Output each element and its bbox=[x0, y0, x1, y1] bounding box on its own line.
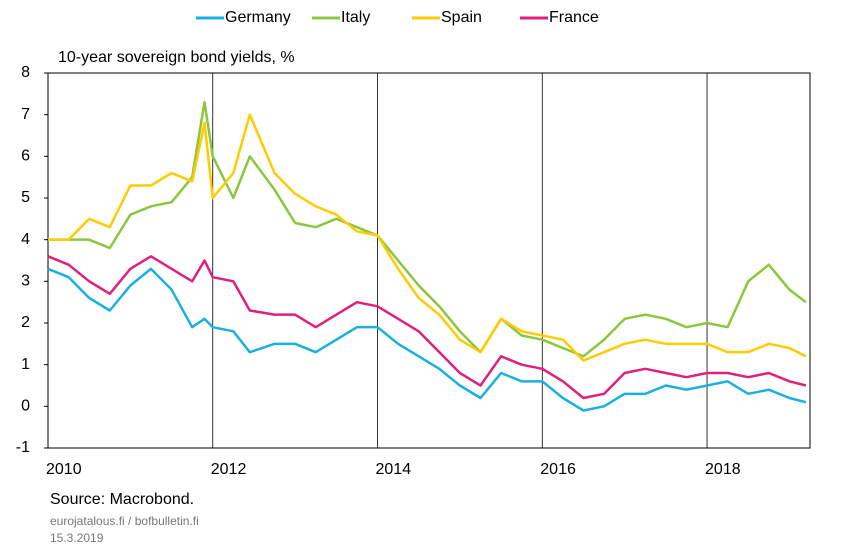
y-tick-label: 3 bbox=[21, 273, 30, 290]
y-tick-label: -1 bbox=[16, 439, 30, 456]
series-line bbox=[48, 100, 807, 358]
x-tick-label: 2018 bbox=[705, 461, 741, 478]
y-tick-label: 6 bbox=[21, 148, 30, 165]
x-tick-label: 2010 bbox=[46, 461, 82, 478]
x-tick-label: 2014 bbox=[376, 461, 412, 478]
series-line bbox=[47, 267, 807, 412]
site: eurojatalous.fi / bofbulletin.fi bbox=[50, 514, 199, 528]
legend-label: Italy bbox=[341, 9, 370, 26]
legend-label: Germany bbox=[225, 9, 291, 26]
y-tick-label: 7 bbox=[21, 106, 30, 123]
y-tick-label: 1 bbox=[21, 356, 30, 373]
y-tick-label: 0 bbox=[21, 398, 30, 415]
y-tick-label: 8 bbox=[21, 64, 30, 81]
date: 15.3.2019 bbox=[50, 531, 104, 545]
y-tick-label: 4 bbox=[21, 231, 30, 248]
source: Source: Macrobond. bbox=[50, 491, 194, 508]
x-tick-label: 2012 bbox=[211, 461, 247, 478]
legend-label: Spain bbox=[441, 9, 482, 26]
y-tick-label: 2 bbox=[21, 314, 30, 331]
plot-frame bbox=[47, 72, 811, 449]
y-tick-label: 5 bbox=[21, 189, 30, 206]
series-line bbox=[47, 255, 807, 400]
legend-label: France bbox=[549, 9, 599, 26]
series-line bbox=[48, 113, 807, 362]
chart-title: 10-year sovereign bond yields, % bbox=[58, 49, 295, 66]
x-tick-label: 2016 bbox=[540, 461, 576, 478]
